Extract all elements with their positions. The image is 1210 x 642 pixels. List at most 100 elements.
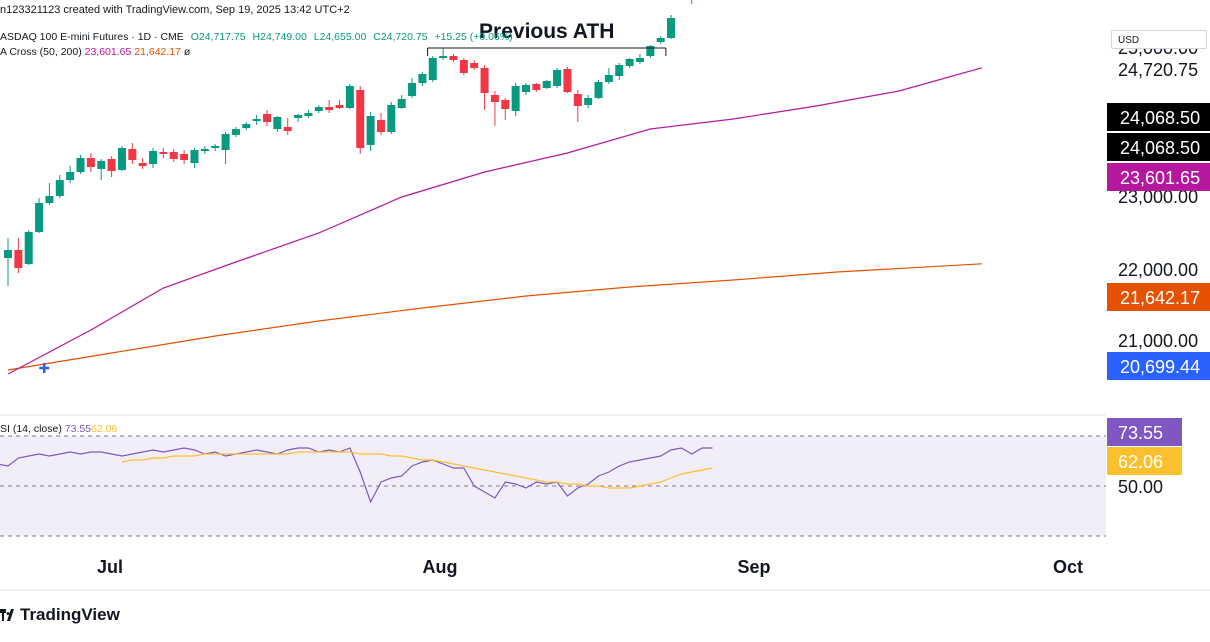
golden-cross-marker [39, 363, 50, 373]
candle-body [418, 74, 427, 83]
candle [35, 198, 44, 233]
candle-body [14, 250, 23, 268]
candle-body [625, 59, 634, 66]
candle-body [335, 105, 344, 108]
rsi-path [0, 447, 713, 504]
price-tick-label: 23,000.00 [1118, 187, 1198, 207]
candle-body [128, 149, 137, 160]
candle [366, 112, 375, 151]
rsi-legend-value: 73.55 [64, 423, 92, 435]
candle-body [501, 100, 510, 109]
rsi-name: SI (14, close) [0, 423, 62, 435]
legend-ma-cross: A Cross (50, 200) 23,601.65 21,642.17 ø [0, 46, 190, 58]
rsi-ma-path [121, 451, 713, 489]
created-by-text: n123321123 created with TradingView.com,… [0, 4, 350, 16]
candle-body [314, 107, 323, 111]
candle [159, 148, 168, 158]
candle [190, 148, 199, 168]
price-badge [1107, 352, 1210, 380]
candle [542, 80, 551, 89]
candle [635, 54, 644, 64]
price-badge-label: 23,601.65 [1120, 168, 1200, 188]
candles [4, 0, 693, 286]
rsi-badge-label: 73.55 [1118, 423, 1163, 443]
candle-body [252, 119, 261, 121]
previous-ath-annotation: Previous ATH [427, 20, 667, 56]
price-badge-label: 21,642.17 [1120, 288, 1200, 308]
candle [314, 105, 323, 113]
price-badge [1107, 283, 1210, 311]
candle [615, 63, 624, 80]
candle [149, 148, 158, 168]
candle-body [397, 99, 406, 108]
candle [325, 100, 334, 113]
candle-body [573, 94, 582, 106]
candle-body [387, 105, 396, 132]
candle-body [490, 95, 499, 102]
candle-body [532, 84, 541, 90]
candle [439, 48, 448, 60]
candle-body [563, 69, 572, 92]
candle-body [190, 150, 199, 163]
candle-body [325, 107, 334, 110]
currency-selector[interactable]: USD [1111, 30, 1207, 49]
candle [4, 238, 12, 286]
rsi-ma-legend-value: 62.06 [91, 423, 118, 435]
candle [522, 83, 530, 95]
legend-ohlc: ASDAQ 100 E-mini Futures · 1D · CME O24,… [0, 31, 517, 43]
rsi-badge-label: 62.06 [1118, 452, 1163, 472]
legend-rsi: SI (14, close) 73.5562.06 [0, 423, 117, 435]
rsi-lines [0, 447, 713, 504]
candle-body [480, 68, 489, 93]
candle-body [76, 158, 85, 172]
ath-label: Previous ATH [479, 20, 614, 43]
candle-body [86, 158, 95, 167]
time-axis[interactable]: Jul Aug Sep Oct [97, 557, 1083, 577]
candle [200, 146, 209, 154]
price-axis[interactable]: 21,000.0022,000.0023,000.0025,000.0024,7… [1107, 38, 1210, 497]
ma-name: A Cross (50, 200) [0, 46, 82, 58]
candle-body [304, 113, 313, 116]
price-badge-label: 20,699.44 [1120, 357, 1200, 377]
candle-body [615, 65, 624, 76]
candle [553, 68, 562, 88]
candle [180, 150, 189, 164]
time-tick-label: Aug [423, 557, 458, 577]
price-badge-label: 24,068.50 [1120, 108, 1200, 128]
candle [273, 116, 282, 132]
candle [356, 86, 365, 154]
price-badge [1107, 163, 1210, 191]
tradingview-logo[interactable]: TradingView [0, 605, 120, 625]
candle-body [553, 70, 562, 86]
rsi-badge [1107, 418, 1182, 446]
candle [563, 67, 572, 93]
candle-body [408, 83, 417, 96]
open-value: O24,717.75 [190, 31, 246, 43]
candle [76, 155, 85, 174]
candle-body [584, 98, 593, 105]
candle [231, 127, 240, 137]
ma200-path [7, 263, 982, 371]
price-badge [1107, 103, 1210, 131]
candle [169, 149, 178, 162]
candle [24, 230, 33, 265]
candle [263, 110, 271, 126]
tradingview-logo-icon [0, 609, 14, 621]
candle [117, 146, 126, 171]
candle [418, 72, 427, 86]
candle-body [283, 127, 292, 131]
candle [221, 132, 230, 164]
candle [667, 15, 676, 39]
time-tick-label: Sep [737, 557, 770, 577]
low-value: L24,655.00 [313, 31, 367, 43]
candle [397, 95, 406, 109]
candle-body [449, 56, 458, 60]
symbol-name: ASDAQ 100 E-mini Futures · 1D · CME [0, 31, 184, 43]
candle-body [542, 81, 551, 88]
price-badge-label: 24,068.50 [1120, 138, 1200, 158]
ma-settings-icon[interactable]: ø [183, 46, 191, 58]
candle-body [345, 86, 354, 108]
candle-body [594, 82, 603, 98]
candle [14, 238, 23, 273]
